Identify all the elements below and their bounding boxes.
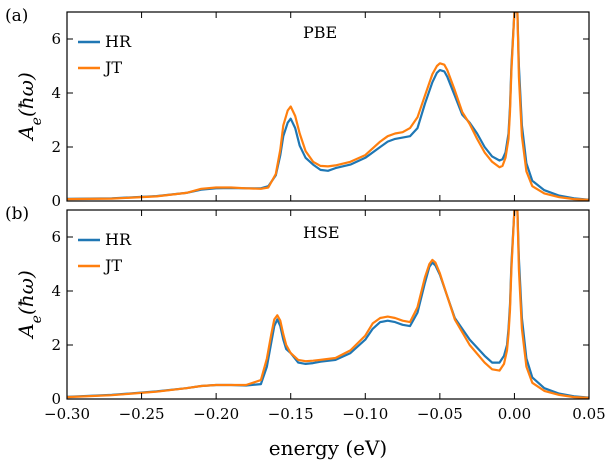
x-tick-label: −0.25: [119, 405, 165, 423]
panel-a-series: [67, 12, 589, 201]
x-tick-label: 0.00: [498, 405, 531, 423]
panel-a-frame: [66, 11, 590, 202]
x-tick-label: 0.05: [572, 405, 605, 423]
panel-b-legend: HR JT: [78, 230, 132, 275]
x-tick-label: −0.10: [342, 405, 388, 423]
series-line-jt: [67, 210, 589, 399]
panel-a-legend: HR JT: [78, 32, 132, 77]
panel-b-ticks: −0.30 −0.25 −0.20 −0.15 −0.10 −0.05 0.00 0.05 0 2…: [44, 210, 606, 423]
panel-b-frame: [66, 209, 590, 400]
legend-label-jt: JT: [103, 58, 122, 77]
panel-b-series: [67, 210, 589, 399]
panel-b-y-axis-label: Ae(ħω): [14, 270, 45, 340]
panel-b-method-annotation: HSE: [303, 223, 340, 242]
x-tick-label: −0.15: [268, 405, 314, 423]
y-tick-label: 2: [51, 336, 61, 354]
panel-b: −0.30 −0.25 −0.20 −0.15 −0.10 −0.05 0.00 0.05 0 2…: [5, 204, 606, 460]
y-tick-label: 4: [51, 84, 61, 102]
y-tick-label: 6: [51, 30, 61, 48]
legend-label-hr: HR: [105, 230, 132, 249]
series-line-jt: [67, 12, 589, 201]
panel-a: 0 2 4 6 (a) PBE Ae(ħω) HR JT: [5, 6, 590, 210]
x-tick-label: −0.20: [193, 405, 239, 423]
panel-a-method-annotation: PBE: [303, 23, 337, 42]
x-tick-label: −0.05: [417, 405, 463, 423]
panel-a-label: (a): [5, 6, 28, 26]
x-axis-label: energy (eV): [269, 436, 387, 460]
x-tick-label: −0.30: [44, 405, 90, 423]
y-tick-label: 0: [51, 390, 61, 408]
y-tick-label: 6: [51, 228, 61, 246]
y-tick-label: 4: [51, 282, 61, 300]
y-tick-label: 2: [51, 138, 61, 156]
legend-label-jt: JT: [103, 256, 122, 275]
panel-b-label: (b): [5, 204, 29, 224]
panel-a-ticks: 0 2 4 6: [51, 12, 590, 210]
panel-a-y-axis-label: Ae(ħω): [14, 72, 45, 142]
legend-label-hr: HR: [105, 32, 132, 51]
y-tick-label: 0: [51, 192, 61, 210]
